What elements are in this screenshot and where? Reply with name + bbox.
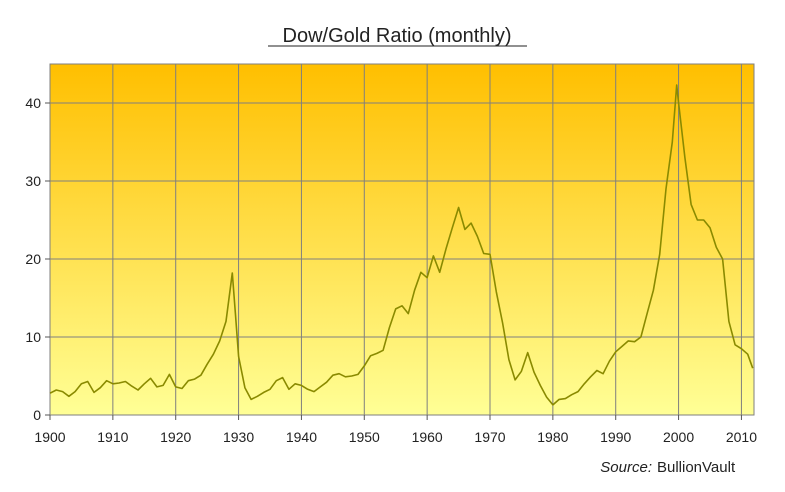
x-tick-label: 1990 — [600, 429, 631, 445]
x-tick-label: 2010 — [726, 429, 757, 445]
x-tick-label: 1940 — [286, 429, 317, 445]
x-tick-label: 1960 — [412, 429, 443, 445]
x-tick-label: 1970 — [474, 429, 505, 445]
x-tick-label: 1910 — [97, 429, 128, 445]
x-tick-label: 1930 — [223, 429, 254, 445]
source-name: BullionVault — [657, 459, 736, 476]
x-tick-label: 1920 — [160, 429, 191, 445]
series-line — [49, 84, 754, 406]
x-tick-label: 2000 — [663, 429, 694, 445]
axes — [45, 102, 742, 420]
x-tick-label: 1900 — [34, 429, 65, 445]
grid-lines — [50, 64, 754, 415]
tick-labels: 1900 1910 1920 1930 1940 1950 1960 1970 1980 1990… — [25, 95, 757, 445]
series-layer — [49, 84, 754, 406]
source-prefix: Source: — [600, 459, 652, 476]
x-tick-label: 1980 — [537, 429, 568, 445]
y-tick-label: 0 — [33, 407, 41, 423]
x-tick-label: 1950 — [349, 429, 380, 445]
chart-title: Dow/Gold Ratio (monthly) — [283, 25, 512, 47]
y-tick-label: 10 — [25, 329, 41, 345]
plot-area — [49, 63, 755, 416]
y-tick-label: 40 — [25, 95, 41, 111]
y-tick-label: 20 — [25, 251, 41, 267]
y-tick-label: 30 — [25, 173, 41, 189]
